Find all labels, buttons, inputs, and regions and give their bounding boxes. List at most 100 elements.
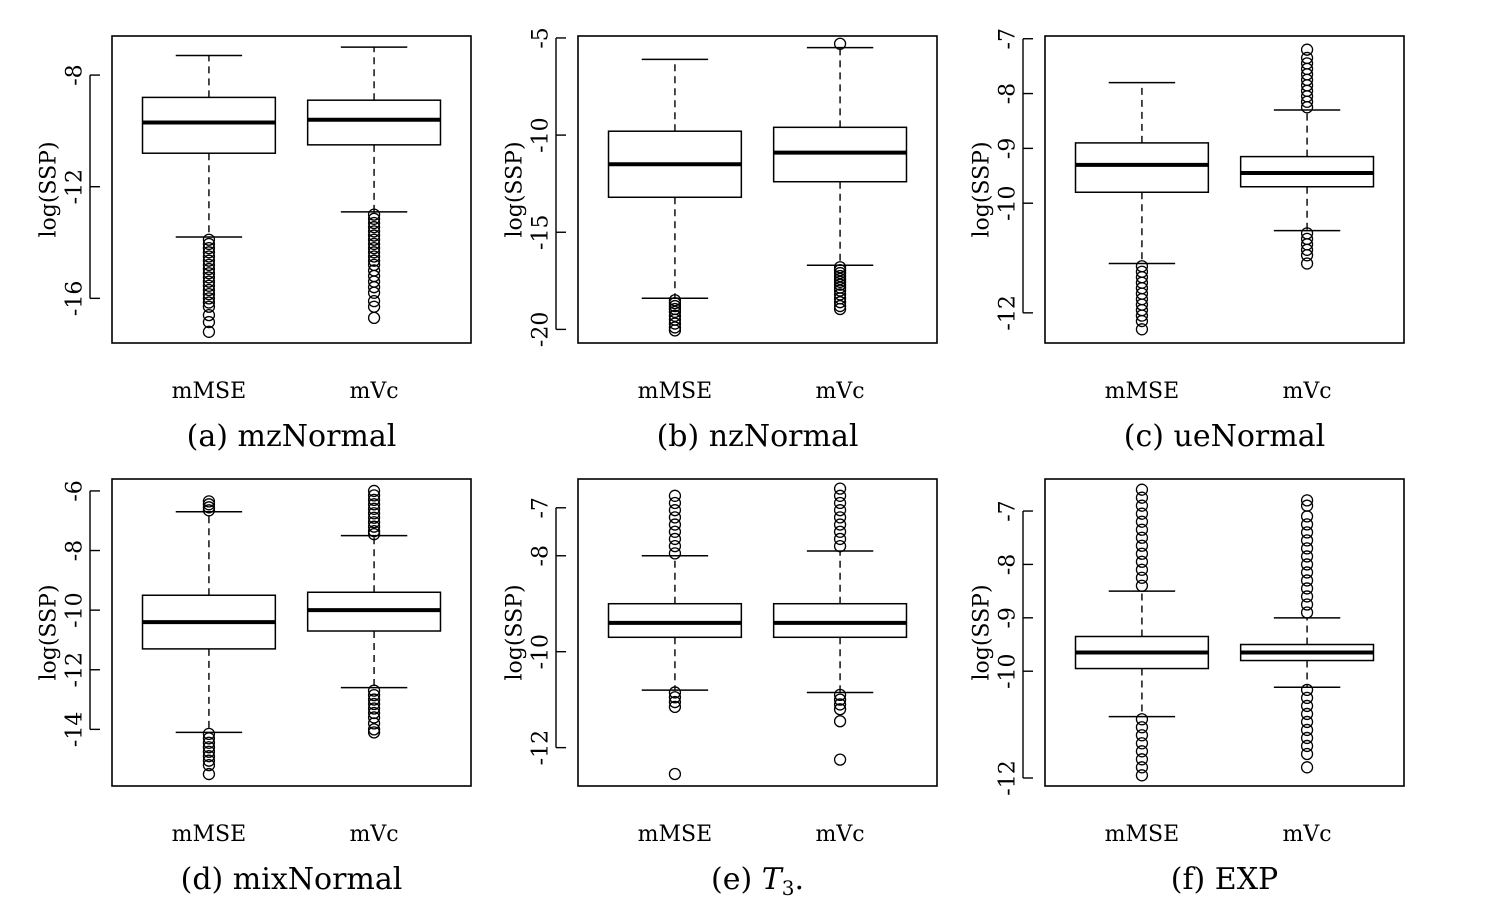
outlier-point [1135,713,1149,726]
outlier-point [367,212,381,225]
outlier-point [833,299,847,313]
outlier-point [367,711,381,724]
outlier-point [367,525,381,538]
panel-3: -7 -8 -9 -10 -12 log(SSP) mMSE mVc (c) ueNormal [970,28,1405,454]
outlier-point [367,507,381,520]
outlier-point [367,229,381,242]
outlier-point [202,258,216,272]
outlier-point [1300,257,1314,270]
outlier-point [367,717,381,730]
y-axis-label: log(SSP) [503,141,528,237]
outlier-point [202,767,216,781]
outlier-point [202,727,216,740]
outlier-point [1135,761,1149,774]
outlier-point [668,496,682,510]
y-tick-label: -10 [63,592,88,627]
x-category-label: mVc [1283,822,1332,847]
outlier-point [668,297,682,310]
outlier-point [668,324,682,337]
outlier-point [1300,739,1314,753]
plot-frame [577,478,938,787]
outlier-point [1135,314,1149,328]
x-category-label: mVc [816,379,865,404]
outlier-point [1300,43,1314,56]
outlier-point [1135,523,1149,536]
outlier-point [668,532,682,546]
y-tick-label: -8 [529,545,554,566]
outlier-point [1300,550,1314,563]
outlier-point [668,309,682,322]
outlier-point [1300,574,1314,587]
outlier-point [367,723,381,736]
y-tick-label: -9 [996,138,1021,159]
outlier-point [833,272,847,286]
outlier-point [833,263,847,277]
y-tick-label: -10 [529,117,554,152]
outlier-point [1135,753,1149,766]
y-tick-label: -7 [529,497,554,518]
outlier-point [1135,539,1149,552]
outlier-point [202,254,216,267]
outlier-point [1300,249,1314,262]
panel-caption: (a) mzNormal [187,419,397,454]
outlier-point [1300,731,1314,745]
outlier-point [668,686,682,699]
outlier-point [367,520,381,533]
outlier-point [833,269,847,283]
outlier-point [833,693,847,706]
panel-caption: (d) mixNormal [181,862,403,897]
outlier-point [668,540,682,553]
outlier-point [367,237,381,251]
outlier-point [833,296,847,309]
outlier-point [668,294,682,307]
panel-caption: (c) ueNormal [1124,419,1325,454]
y-axis-label: log(SSP) [37,141,62,237]
x-category-label: mMSE [638,379,713,404]
y-axis-label: log(SSP) [37,584,62,680]
outlier-point [668,695,682,709]
outlier-point [367,225,381,238]
y-tick-label: -15 [529,215,554,250]
y-tick-label: -10 [996,185,1021,220]
y-tick-label: -12 [996,760,1021,795]
outlier-point [1300,243,1314,256]
outlier-point [833,284,847,297]
x-category-label: mMSE [172,822,247,847]
outlier-point [1135,507,1149,520]
outlier-point [202,501,216,514]
outlier-point [1300,51,1314,65]
outlier-point [833,275,847,288]
outlier-point [202,241,216,255]
outlier-point [1300,582,1314,595]
outlier-point [202,279,216,292]
outlier-point [668,691,682,704]
outlier-point [1300,699,1314,713]
outlier-point [367,221,381,234]
y-tick-label: -10 [529,634,554,669]
outlier-point [1300,715,1314,729]
y-tick-label: -12 [996,295,1021,330]
outlier-point [833,703,847,716]
outlier-point [367,688,381,702]
outlier-point [833,482,847,495]
plot-frame [111,478,472,787]
outlier-point [1300,707,1314,721]
outlier-point [202,758,216,772]
y-tick-label: -8 [63,64,88,85]
y-tick-label: -12 [529,730,554,765]
outlier-point [367,516,381,529]
outlier-point [1300,606,1314,619]
box-mVc [306,484,442,739]
outlier-point [1135,323,1149,336]
outlier-point [1300,534,1314,547]
outlier-point [202,271,216,284]
outlier-point [367,294,381,308]
plot-frame [111,35,472,344]
outlier-point [202,300,216,313]
outlier-point [367,241,381,255]
outlier-point [202,741,216,754]
y-tick-label: -6 [63,480,88,501]
outlier-point [1300,691,1314,705]
panel-4: -6 -8 -10 -12 -14 log(SSP) mMSE mVc (d) mixNorma… [37,478,472,897]
outlier-point [367,216,381,230]
